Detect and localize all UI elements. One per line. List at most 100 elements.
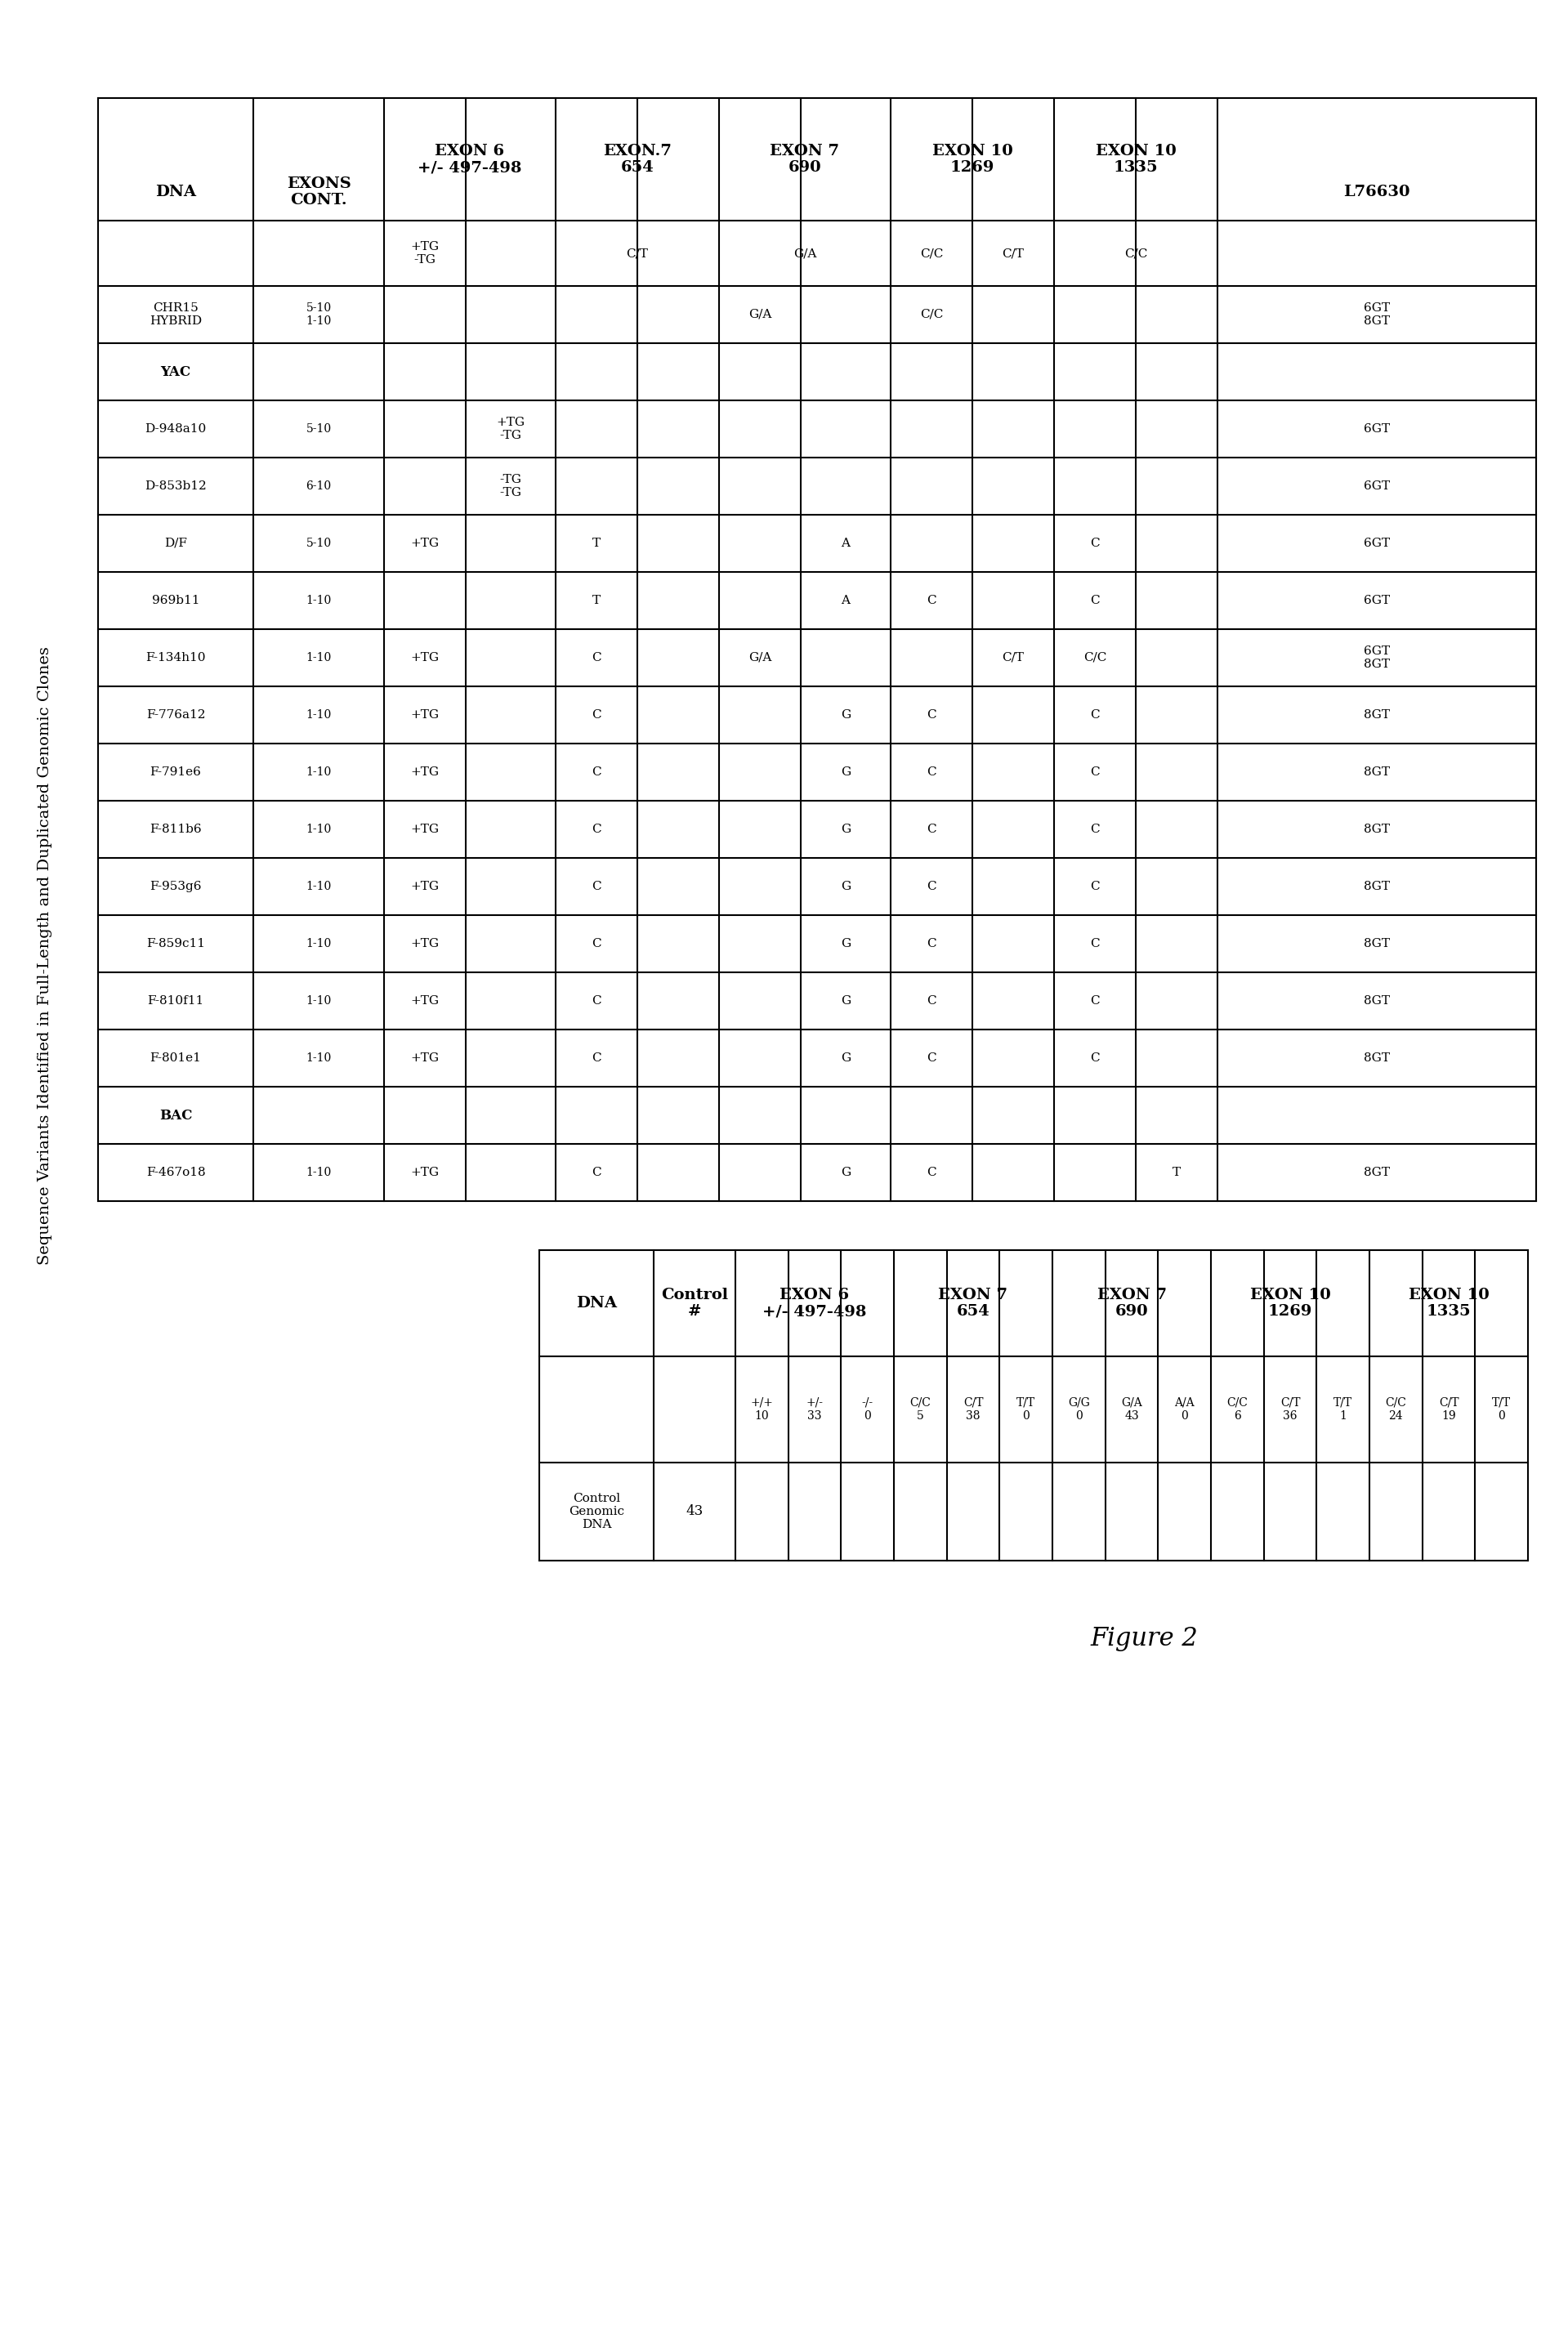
Text: G: G [840,823,851,835]
Text: 6-10: 6-10 [306,481,331,492]
Text: C: C [591,823,601,835]
Text: G: G [840,994,851,1006]
Text: 5-10: 5-10 [306,422,331,434]
Text: EXONS
CONT.: EXONS CONT. [287,176,351,209]
Text: C/C
6: C/C 6 [1226,1398,1248,1421]
Text: +/-
33: +/- 33 [806,1398,823,1421]
Text: F-953g6: F-953g6 [149,882,202,891]
Text: C/T: C/T [1002,249,1024,258]
Text: A: A [840,596,850,607]
Text: EXON.7
654: EXON.7 654 [604,143,671,176]
Text: EXON 10
1269: EXON 10 1269 [931,143,1013,176]
Text: C: C [591,652,601,664]
Text: G: G [840,767,851,779]
Text: C/T
19: C/T 19 [1439,1398,1458,1421]
Text: EXON 6
+/- 497-498: EXON 6 +/- 497-498 [417,143,522,176]
Text: EXON 10
1269: EXON 10 1269 [1250,1287,1331,1320]
Text: 6GT: 6GT [1364,537,1389,549]
Text: G: G [840,938,851,950]
Text: 1-10: 1-10 [306,708,331,720]
Text: +TG
-TG: +TG -TG [497,417,525,441]
Text: F-776a12: F-776a12 [146,708,205,720]
Text: G/A: G/A [748,652,771,664]
Text: 8GT: 8GT [1364,767,1389,779]
Text: G/A
43: G/A 43 [1121,1398,1142,1421]
Text: +TG: +TG [411,938,439,950]
Text: C/T: C/T [1002,652,1024,664]
Text: F-859c11: F-859c11 [146,938,205,950]
Text: EXON 6
+/- 497-498: EXON 6 +/- 497-498 [762,1287,867,1320]
Text: F-810f11: F-810f11 [147,994,204,1006]
Text: C: C [927,1053,936,1065]
Text: 8GT: 8GT [1364,938,1389,950]
Text: 1-10: 1-10 [306,938,331,950]
Text: F-811b6: F-811b6 [149,823,202,835]
Text: 6GT
8GT: 6GT 8GT [1364,645,1389,671]
Text: EXON 7
690: EXON 7 690 [1098,1287,1167,1320]
Text: 969b11: 969b11 [152,596,199,607]
Text: F-134h10: F-134h10 [146,652,205,664]
Text: +TG: +TG [411,652,439,664]
Text: A/A
0: A/A 0 [1174,1398,1195,1421]
Text: 1-10: 1-10 [306,882,331,891]
Text: 1-10: 1-10 [306,823,331,835]
Text: 8GT: 8GT [1364,1053,1389,1065]
Text: D-853b12: D-853b12 [144,481,207,492]
Text: EXON 7
690: EXON 7 690 [770,143,839,176]
Text: G: G [840,1053,851,1065]
Text: +TG
-TG: +TG -TG [411,242,439,265]
Text: +TG: +TG [411,708,439,720]
Text: 1-10: 1-10 [306,652,331,664]
Text: Control
Genomic
DNA: Control Genomic DNA [569,1494,624,1531]
Text: L76630: L76630 [1344,185,1410,199]
Text: YAC: YAC [160,366,191,378]
Text: EXON 7
654: EXON 7 654 [938,1287,1008,1320]
Text: C: C [927,994,936,1006]
Text: Figure 2: Figure 2 [1090,1625,1198,1651]
Text: C: C [1090,596,1099,607]
Text: 1-10: 1-10 [306,596,331,607]
Text: C/C
24: C/C 24 [1385,1398,1406,1421]
Text: CHR15
HYBRID: CHR15 HYBRID [149,303,202,326]
Text: 5-10
1-10: 5-10 1-10 [306,303,331,326]
Text: C: C [1090,1053,1099,1065]
Text: 6GT: 6GT [1364,422,1389,434]
Text: Sequence Variants Identified in Full-Length and Duplicated Genomic Clones: Sequence Variants Identified in Full-Len… [38,647,52,1266]
Text: C: C [927,1168,936,1177]
Text: +TG: +TG [411,767,439,779]
Text: BAC: BAC [160,1109,193,1123]
Text: C: C [591,994,601,1006]
Text: F-467o18: F-467o18 [146,1168,205,1177]
Text: 8GT: 8GT [1364,1168,1389,1177]
Text: 1-10: 1-10 [306,1053,331,1065]
Text: +TG: +TG [411,1168,439,1177]
Text: C/C: C/C [920,310,942,321]
Text: 8GT: 8GT [1364,882,1389,891]
Text: C: C [1090,767,1099,779]
Text: 1-10: 1-10 [306,1168,331,1177]
Text: +TG: +TG [411,537,439,549]
Text: 8GT: 8GT [1364,823,1389,835]
Text: +TG: +TG [411,882,439,891]
Text: T: T [593,596,601,607]
Text: C: C [927,767,936,779]
Text: C/C: C/C [1124,249,1148,258]
Text: C: C [591,938,601,950]
Text: +TG: +TG [411,823,439,835]
Text: T/T
0: T/T 0 [1493,1398,1512,1421]
Text: -TG
-TG: -TG -TG [500,474,522,499]
Text: EXON 10
1335: EXON 10 1335 [1096,143,1176,176]
Text: C/T
36: C/T 36 [1279,1398,1300,1421]
Text: A: A [840,537,850,549]
Text: C: C [591,767,601,779]
Text: C: C [591,708,601,720]
Text: G: G [840,708,851,720]
Text: C: C [927,708,936,720]
Text: F-801e1: F-801e1 [151,1053,201,1065]
Text: T: T [1173,1168,1181,1177]
Text: C: C [591,1168,601,1177]
Text: C: C [927,823,936,835]
Text: D/F: D/F [165,537,187,549]
Text: G/G
0: G/G 0 [1068,1398,1090,1421]
Text: C/C
5: C/C 5 [909,1398,931,1421]
